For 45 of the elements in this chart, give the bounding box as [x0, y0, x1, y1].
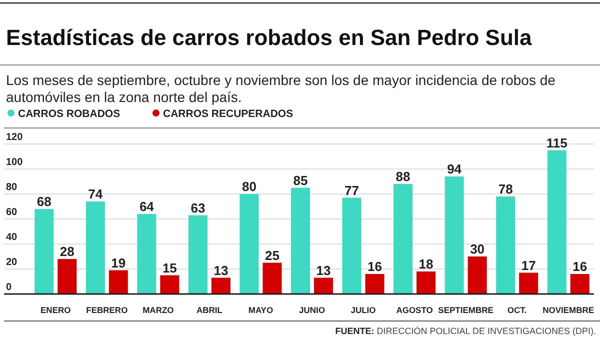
x-tick-label: JUNIO [299, 305, 326, 315]
data-label: 94 [447, 162, 462, 176]
x-tick-label: ENERO [40, 305, 72, 315]
x-tick-label: SEPTIEMBRE [438, 305, 494, 315]
chart-title: Estadísticas de carros robados en San Pedro Sula [6, 25, 533, 50]
data-label: 13 [316, 262, 331, 278]
data-label: 13 [214, 262, 228, 278]
data-label: 68 [36, 194, 52, 209]
x-tick-label: ABRIL [196, 305, 222, 315]
data-label: 15 [162, 260, 177, 276]
x-tick-label: MARZO [142, 305, 174, 315]
x-tick-label: MAYO [248, 305, 274, 315]
legend-label: CARROS RECUPERADOS [163, 108, 294, 120]
data-label: 63 [190, 200, 206, 216]
legend-label: CARROS ROBADOS [18, 108, 120, 120]
data-label: 28 [60, 244, 74, 259]
source-note: FUENTE: DIRECCIÓN POLICIAL DE INVESTIGACIONES (DPI). [335, 326, 596, 336]
y-tick-label: 60 [6, 207, 18, 218]
data-label: 30 [470, 242, 485, 256]
x-tick-label: FEBRERO [86, 305, 128, 315]
data-label: 18 [418, 256, 434, 272]
x-tick-label: JULIO [350, 305, 376, 315]
data-label: 85 [293, 172, 308, 188]
data-label: 17 [521, 258, 536, 273]
y-tick-label: 40 [6, 232, 18, 243]
data-label: 16 [572, 259, 588, 274]
chart-subtitle: Los meses de septiembre, octubre y noviembre son los de mayor incidencia de robos de automóviles en la zona norte del país. [6, 72, 556, 105]
data-label: 88 [396, 169, 410, 184]
data-label: 74 [88, 186, 104, 202]
x-tick-label: NOVIEMBRE [542, 305, 594, 315]
data-label: 25 [264, 248, 280, 263]
y-tick-label: 80 [6, 182, 18, 193]
data-label: 78 [498, 182, 513, 196]
y-tick-label: 20 [6, 257, 18, 268]
y-tick-label: 120 [6, 132, 24, 143]
data-label: 80 [242, 179, 256, 194]
data-label: 64 [139, 199, 155, 214]
data-label: 19 [111, 255, 126, 270]
x-tick-label: AGOSTO [396, 305, 434, 315]
y-tick-label: 0 [6, 282, 12, 293]
data-label: 77 [344, 182, 360, 198]
data-label: 16 [368, 259, 382, 274]
data-label: 115 [546, 135, 568, 150]
y-tick-label: 100 [6, 157, 24, 168]
x-tick-label: OCT. [507, 305, 527, 315]
